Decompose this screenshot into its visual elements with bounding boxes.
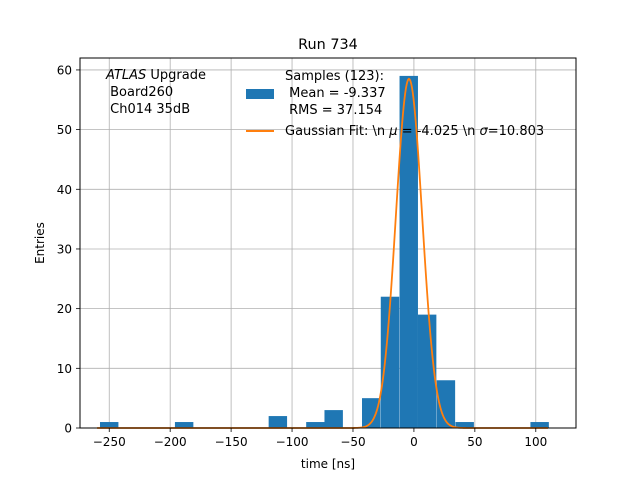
legend-fit-sigma: σ bbox=[480, 124, 489, 139]
y-axis-label: Entries bbox=[33, 222, 47, 264]
legend-fit-post: =10.803 bbox=[488, 124, 544, 139]
legend-fit-mu: μ bbox=[388, 124, 397, 139]
histogram-bars bbox=[99, 75, 549, 428]
axis-ticks: −250 −200 −150 −100 −50 0 50 100 0 10 20 30 40 50 60 bbox=[57, 63, 548, 449]
x-tick-label: −250 bbox=[93, 435, 126, 449]
histogram-bar bbox=[268, 416, 288, 428]
x-tick-label: −150 bbox=[215, 435, 248, 449]
atlas-annotation: ATLAS Upgrade Board260 Ch014 35dB bbox=[105, 68, 206, 117]
legend-hist-line-3: RMS = 37.154 bbox=[285, 103, 382, 118]
atlas-label: ATLAS bbox=[105, 68, 146, 83]
histogram-bar bbox=[399, 75, 418, 428]
x-tick-label: 0 bbox=[410, 435, 418, 449]
x-tick-label: 100 bbox=[524, 435, 547, 449]
histogram-bar bbox=[174, 422, 194, 428]
y-tick-label: 30 bbox=[57, 242, 72, 256]
legend-fit-label: Gaussian Fit: \n μ = -4.025 \n σ=10.803 bbox=[285, 124, 544, 139]
histogram-bar bbox=[99, 422, 119, 428]
legend-fit-pre: Gaussian Fit: \n bbox=[285, 124, 389, 139]
histogram-bar bbox=[530, 422, 549, 428]
y-tick-label: 0 bbox=[64, 422, 72, 436]
y-tick-label: 20 bbox=[57, 302, 72, 316]
legend-hist-line-1: Samples (123): bbox=[285, 69, 384, 84]
x-axis-label: time [ns] bbox=[301, 457, 355, 471]
x-tick-label: −50 bbox=[340, 435, 365, 449]
annotation-line-2: Board260 bbox=[106, 85, 173, 100]
legend-hist-line-2: Mean = -9.337 bbox=[285, 86, 386, 101]
histogram-bar bbox=[324, 410, 343, 428]
upgrade-label: Upgrade bbox=[146, 68, 206, 83]
histogram-bar bbox=[362, 398, 381, 428]
histogram-bar bbox=[306, 422, 325, 428]
y-tick-label: 50 bbox=[57, 123, 72, 137]
legend: Samples (123): Mean = -9.337 RMS = 37.15… bbox=[246, 69, 544, 139]
annotation-line-1: ATLAS Upgrade bbox=[105, 68, 206, 83]
annotation-line-3: Ch014 35dB bbox=[106, 102, 190, 117]
chart-title: Run 734 bbox=[298, 37, 358, 53]
histogram-bar bbox=[455, 422, 474, 428]
x-tick-label: −100 bbox=[276, 435, 309, 449]
axes-frame bbox=[79, 57, 577, 429]
histogram-bar bbox=[380, 296, 400, 428]
legend-hist-swatch bbox=[246, 89, 274, 99]
x-tick-label: 50 bbox=[467, 435, 482, 449]
y-tick-label: 10 bbox=[57, 362, 72, 376]
histogram-bar bbox=[436, 380, 456, 428]
y-tick-label: 60 bbox=[57, 63, 72, 77]
legend-fit-mid: = -4.025 \n bbox=[398, 124, 480, 139]
y-tick-label: 40 bbox=[57, 183, 72, 197]
x-tick-label: −200 bbox=[154, 435, 187, 449]
